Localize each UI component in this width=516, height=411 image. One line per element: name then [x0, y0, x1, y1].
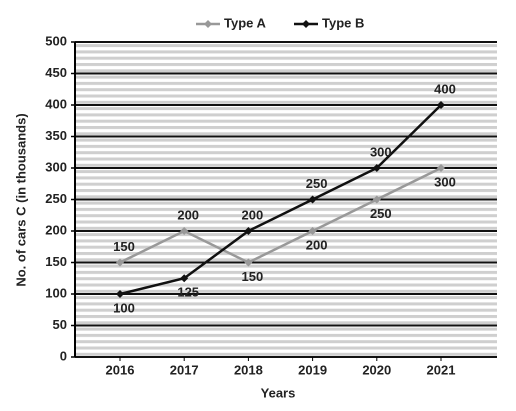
- y-tick-label: 450: [45, 65, 67, 80]
- data-point: [308, 195, 317, 204]
- data-label: 300: [434, 174, 456, 189]
- legend-marker: [204, 20, 212, 28]
- data-point: [116, 290, 124, 298]
- x-axis-label: Years: [261, 385, 296, 400]
- y-tick-label: 300: [45, 159, 67, 174]
- data-point: [437, 164, 445, 172]
- y-tick-label: 150: [45, 254, 67, 269]
- x-tick-label: 2017: [170, 362, 199, 377]
- series-line: [119, 104, 442, 296]
- y-axis-label: No. of cars C (in thousands): [13, 113, 28, 286]
- data-point: [180, 227, 189, 235]
- x-tick-label: 2021: [427, 362, 456, 377]
- y-tick-label: 400: [45, 96, 67, 111]
- y-tick-label: 350: [45, 128, 67, 143]
- y-tick-label: 500: [45, 33, 67, 48]
- data-point: [180, 274, 189, 283]
- data-label: 200: [177, 207, 199, 222]
- series-line: [119, 166, 442, 264]
- data-label: 200: [242, 207, 264, 222]
- data-point: [308, 227, 317, 235]
- data-label: 250: [306, 176, 328, 191]
- x-tick-label: 2016: [106, 362, 135, 377]
- data-point: [437, 101, 445, 109]
- x-tick-label: 2019: [298, 362, 327, 377]
- y-tick-label: 250: [45, 191, 67, 206]
- data-point: [244, 227, 253, 235]
- data-point: [116, 258, 124, 267]
- y-tick-label: 50: [53, 317, 67, 332]
- data-label: 150: [113, 239, 135, 254]
- data-point: [372, 195, 381, 204]
- x-tick-label: 2018: [234, 362, 263, 377]
- data-point: [372, 164, 381, 172]
- data-label: 250: [370, 206, 392, 221]
- data-label: 400: [434, 81, 456, 96]
- data-label: 100: [113, 300, 135, 315]
- data-label: 125: [177, 285, 199, 300]
- y-tick-label: 100: [45, 285, 67, 300]
- legend-label: Type B: [322, 15, 364, 30]
- data-label: 200: [306, 237, 328, 252]
- legend-label: Type A: [224, 15, 267, 30]
- x-tick-label: 2020: [362, 362, 391, 377]
- y-tick-label: 200: [45, 222, 67, 237]
- legend-marker: [302, 20, 310, 28]
- data-label: 150: [242, 269, 264, 284]
- data-label: 300: [370, 144, 392, 159]
- data-point: [244, 258, 253, 267]
- y-tick-label: 0: [60, 348, 67, 363]
